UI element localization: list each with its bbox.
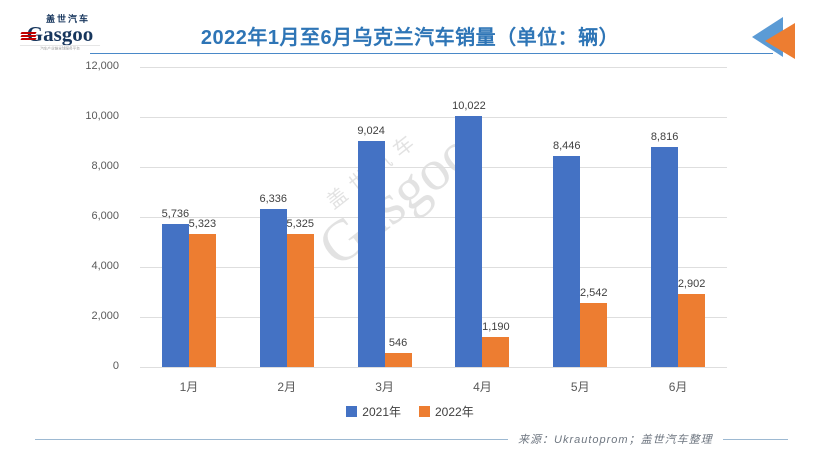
legend-swatch-icon: [346, 406, 358, 417]
bar-2022年-2月: [286, 233, 314, 367]
bar-value-label: 5,736: [161, 207, 190, 220]
bar-2021年-3月: [357, 141, 385, 367]
bar-2022年-6月: [678, 294, 706, 367]
y-tick-label: 6,000: [91, 210, 119, 222]
bar-value-label: 2,542: [579, 287, 608, 300]
y-tick-label: 12,000: [85, 60, 119, 72]
gridline: [140, 167, 727, 168]
bar-value-label: 2,902: [677, 278, 706, 291]
bar-2021年-2月: [259, 208, 287, 367]
title-underline: [90, 53, 773, 54]
gasgoo-logo: 盖世汽车 Gasgoo 汽车产业链全球服务平台: [19, 14, 101, 58]
x-tick-label: 3月: [375, 380, 394, 394]
y-axis: 0 2,000 4,000 6,000 8,000 10,000 12,000: [79, 60, 127, 372]
bar-2022年-5月: [580, 303, 608, 367]
y-tick-label: 0: [112, 360, 119, 372]
y-tick-label: 4,000: [91, 260, 119, 272]
bar-value-label: 1,190: [482, 321, 510, 334]
y-tick-label: 8,000: [91, 160, 119, 172]
logo-cn-text: 盖世汽车: [45, 14, 90, 24]
legend-item-2021年: 2021年: [346, 403, 401, 420]
bar-2021年-5月: [553, 155, 581, 367]
page-title: 2022年1月至6月乌克兰汽车销量（单位：辆）: [200, 27, 620, 49]
footer-divider: [35, 439, 788, 440]
x-tick-label: 6月: [668, 380, 688, 394]
rewind-triangles-icon: [752, 17, 795, 59]
y-tick-label: 10,000: [85, 110, 119, 122]
bar-2022年-1月: [188, 233, 216, 367]
bar-value-label: 8,446: [552, 139, 581, 152]
bar-2022年-4月: [482, 337, 510, 367]
legend-swatch-icon: [419, 406, 430, 417]
gridline: [140, 67, 727, 68]
y-tick-label: 2,000: [91, 310, 119, 322]
gridline: [140, 267, 727, 268]
source-note: 来源：Ukrautoprom；盖世汽车整理: [508, 431, 723, 447]
gridline: [140, 317, 727, 318]
bar-value-label: 6,336: [259, 192, 288, 205]
bar-2022年-3月: [384, 353, 412, 367]
gridline: [140, 367, 727, 368]
plot-area: 盖世汽车 Gasgoo 1月5,7365,3232月6,3365,3253月9,…: [140, 67, 727, 394]
bar-value-label: 5,323: [188, 217, 217, 230]
gridline: [140, 217, 727, 218]
legend-label: 2022年: [435, 405, 474, 419]
x-tick-label: 4月: [473, 380, 492, 394]
bar-value-label: 546: [388, 337, 408, 350]
bar-value-label: 8,816: [650, 130, 679, 143]
x-tick-label: 2月: [277, 380, 297, 394]
legend-item-2022年: 2022年: [419, 403, 474, 420]
gridline: [140, 117, 727, 118]
bar-value-label: 9,024: [357, 125, 385, 138]
logo-tagline: 汽车产业链全球服务平台: [19, 45, 101, 51]
bar-2021年-1月: [161, 223, 189, 367]
legend: 2021年 2022年: [0, 403, 820, 420]
bar-2021年-4月: [455, 116, 483, 367]
legend-label: 2021年: [362, 405, 401, 419]
bar-value-label: 10,022: [452, 100, 486, 113]
x-tick-label: 1月: [179, 380, 199, 394]
x-tick-label: 5月: [570, 380, 590, 394]
bar-2021年-6月: [651, 146, 679, 367]
logo-en-text: Gasgoo: [20, 24, 100, 45]
bar-value-label: 5,325: [286, 217, 315, 230]
